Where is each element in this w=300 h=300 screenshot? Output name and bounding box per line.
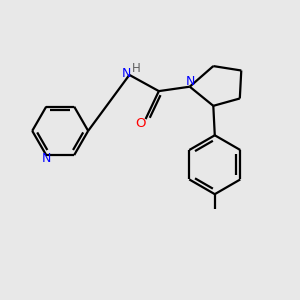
Text: O: O <box>135 117 146 130</box>
Text: N: N <box>41 152 51 165</box>
Text: N: N <box>186 75 195 88</box>
Text: H: H <box>131 62 140 75</box>
Text: N: N <box>122 67 131 80</box>
